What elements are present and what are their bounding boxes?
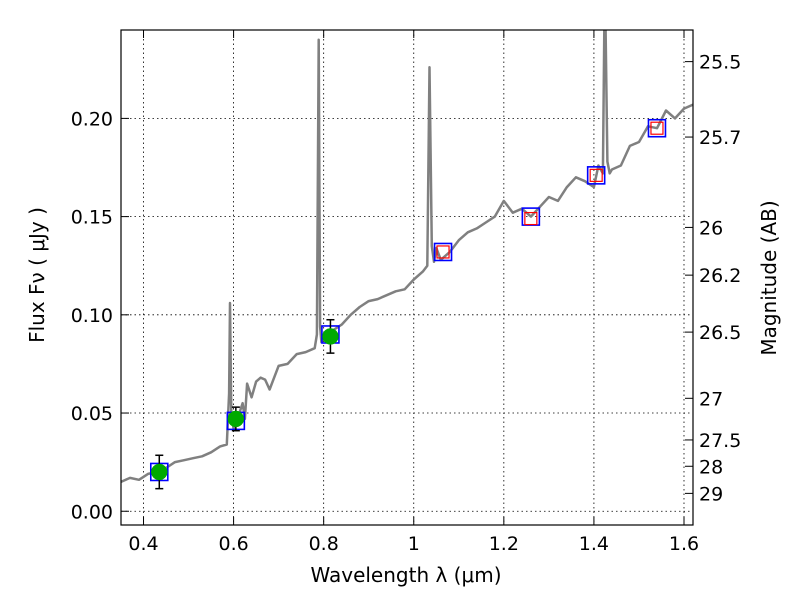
- x-tick-label: 0.4: [128, 533, 158, 555]
- x-tick-label: 1.4: [579, 533, 609, 555]
- red-square-marker: [589, 168, 603, 182]
- red-square-marker: [650, 121, 664, 135]
- green-point-marker: [227, 410, 245, 428]
- right-axis-label: Magnitude (AB): [757, 200, 781, 355]
- y-tick-label: 0.10: [71, 305, 113, 327]
- right-tick-label: 27.5: [699, 430, 741, 452]
- x-tick-label: 0.8: [309, 533, 339, 555]
- x-tick-label: 0.6: [218, 533, 248, 555]
- blue-square-marker: [586, 166, 606, 185]
- right-tick-label: 27: [699, 388, 723, 410]
- right-tick-label: 28: [699, 456, 723, 478]
- spectrum-line: [121, 30, 693, 483]
- x-tick-label: 1.6: [669, 533, 699, 555]
- blue-square-marker: [647, 118, 667, 138]
- y-tick-label: 0.05: [71, 403, 113, 425]
- red-square-marker: [436, 245, 450, 259]
- x-axis-label: Wavelength λ (μm): [310, 563, 501, 587]
- axes: [120, 29, 694, 526]
- right-tick-label: 25.7: [699, 127, 741, 149]
- red-square-marker: [524, 211, 538, 226]
- plot-inner: [121, 30, 693, 490]
- axes-frame: [120, 29, 694, 526]
- right-tick-label: 26.2: [699, 265, 741, 287]
- y-tick-label: 0.20: [71, 108, 113, 130]
- right-tick-label: 26.5: [699, 322, 741, 344]
- y-tick-label: 0.15: [71, 207, 113, 229]
- x-tick-label: 1: [408, 533, 420, 555]
- y-axis-label: Flux Fν ( μJy ): [25, 207, 49, 343]
- tick-labels: 0.4 0.6 0.8 1 1.2 1.4 1.6 0.00 0.05 0.10 0.15 0.20 2…: [71, 52, 742, 555]
- right-tick-label: 26: [699, 217, 723, 239]
- grid: [121, 30, 693, 525]
- y-tick-label: 0.00: [71, 501, 113, 523]
- green-point-marker: [322, 328, 339, 345]
- green-point-marker: [151, 463, 168, 481]
- plot-area: [121, 30, 693, 490]
- x-tick-label: 1.2: [489, 533, 519, 555]
- blue-square-marker: [433, 242, 453, 262]
- right-tick-label: 29: [699, 483, 723, 505]
- right-tick-label: 25.5: [699, 52, 741, 74]
